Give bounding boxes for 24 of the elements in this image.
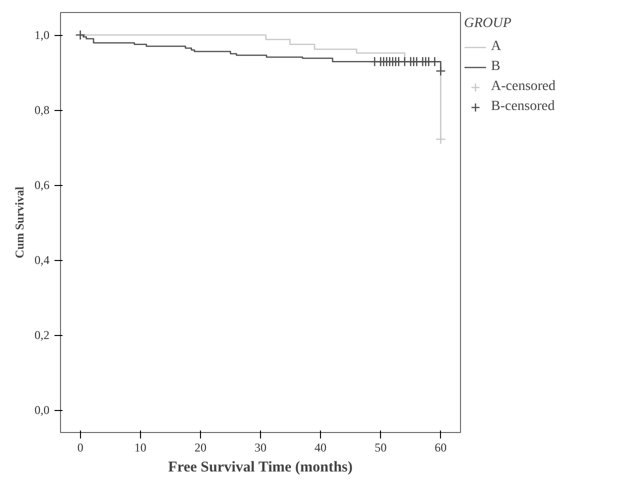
y-tick-label: 0,4: [34, 253, 50, 267]
y-axis-title: Cum Survival: [12, 186, 26, 258]
x-tick-label: 20: [194, 440, 206, 454]
x-tick-label: 30: [254, 440, 266, 454]
legend-label: B: [491, 59, 501, 75]
point: [436, 134, 446, 144]
x-axis-title: Free Survival Time (months): [168, 460, 353, 476]
legend-title: GROUP: [464, 16, 512, 32]
y-tick-label: 1,0: [34, 28, 50, 42]
y-tick-label: 0,0: [34, 403, 50, 417]
y-tick-label: 0,8: [34, 103, 50, 117]
x-tick-label: 50: [374, 440, 387, 454]
x-tick-label: 40: [314, 440, 327, 454]
point: [75, 30, 86, 40]
legend-label: A: [491, 39, 502, 55]
y-tick-label: 0,2: [34, 328, 50, 342]
point: [436, 66, 446, 76]
legend-label: B-censored: [491, 99, 555, 115]
point: [430, 56, 440, 67]
y-tick-label: 0,6: [34, 178, 50, 192]
x-tick-label: 0: [77, 440, 84, 454]
x-tick-label: 10: [134, 440, 146, 454]
x-tick-label: 60: [434, 440, 447, 454]
legend-label: A-censored: [491, 79, 556, 95]
